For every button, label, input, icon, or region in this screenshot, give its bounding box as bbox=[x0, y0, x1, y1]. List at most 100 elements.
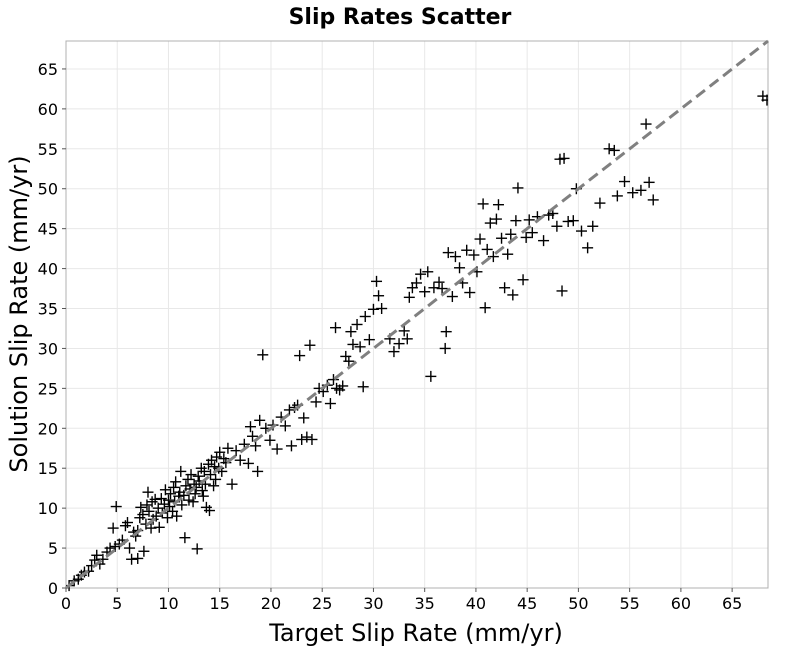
data-point bbox=[306, 433, 318, 445]
data-point bbox=[461, 244, 473, 256]
data-point bbox=[324, 398, 336, 410]
data-point bbox=[185, 469, 197, 481]
data-point bbox=[575, 225, 587, 237]
data-point bbox=[285, 440, 297, 452]
data-point bbox=[97, 553, 109, 565]
data-point bbox=[165, 488, 177, 500]
data-point bbox=[187, 496, 199, 508]
data-point bbox=[271, 443, 283, 455]
data-point bbox=[484, 217, 496, 229]
data-point bbox=[214, 446, 226, 458]
data-point bbox=[422, 266, 434, 278]
data-point bbox=[582, 242, 594, 254]
data-point bbox=[247, 430, 259, 442]
data-point bbox=[150, 510, 162, 522]
data-point bbox=[191, 543, 203, 555]
data-point bbox=[464, 287, 476, 299]
data-point bbox=[252, 465, 264, 477]
data-point bbox=[611, 190, 623, 202]
data-point bbox=[492, 199, 504, 211]
x-tick-label: 0 bbox=[61, 594, 71, 613]
data-point bbox=[410, 277, 422, 289]
x-tick-label: 15 bbox=[210, 594, 230, 613]
data-point bbox=[587, 220, 599, 232]
data-point bbox=[505, 228, 517, 240]
data-point bbox=[230, 445, 242, 457]
data-point bbox=[481, 243, 493, 255]
x-tick-label: 50 bbox=[568, 594, 588, 613]
data-point bbox=[298, 412, 310, 424]
data-point bbox=[168, 481, 180, 493]
data-point bbox=[162, 494, 174, 506]
chart-title: Slip Rates Scatter bbox=[289, 5, 512, 30]
data-point bbox=[401, 333, 413, 345]
data-point bbox=[264, 434, 276, 446]
data-point bbox=[155, 493, 167, 505]
data-point bbox=[643, 176, 655, 188]
data-point bbox=[345, 326, 357, 338]
data-point bbox=[558, 152, 570, 164]
data-point bbox=[517, 274, 529, 286]
data-point bbox=[538, 235, 550, 247]
data-point bbox=[351, 318, 363, 330]
data-point bbox=[627, 187, 639, 199]
data-point bbox=[190, 481, 202, 493]
data-point bbox=[474, 233, 486, 245]
y-tick-label: 10 bbox=[38, 499, 58, 518]
data-point bbox=[510, 215, 522, 227]
data-point bbox=[210, 473, 222, 485]
data-point bbox=[415, 268, 427, 280]
y-tick-label: 0 bbox=[48, 579, 58, 598]
data-point bbox=[454, 262, 466, 274]
data-point bbox=[446, 291, 458, 303]
data-point bbox=[393, 338, 405, 350]
x-tick-label: 5 bbox=[112, 594, 122, 613]
data-point bbox=[425, 370, 437, 382]
data-point bbox=[594, 197, 606, 209]
data-point bbox=[110, 501, 122, 513]
data-point bbox=[436, 283, 448, 295]
data-point bbox=[354, 341, 366, 353]
data-point bbox=[226, 478, 238, 490]
y-tick-label: 15 bbox=[38, 459, 58, 478]
data-point bbox=[124, 542, 136, 554]
data-point bbox=[176, 499, 188, 511]
data-point bbox=[189, 488, 201, 500]
data-point bbox=[257, 349, 269, 361]
data-point bbox=[398, 325, 410, 337]
data-point bbox=[294, 350, 306, 362]
data-point bbox=[647, 194, 659, 206]
data-point bbox=[562, 215, 574, 227]
x-tick-label: 30 bbox=[363, 594, 383, 613]
data-point bbox=[279, 420, 291, 432]
x-axis-label: Target Slip Rate (mm/yr) bbox=[268, 619, 563, 647]
data-point bbox=[137, 509, 149, 521]
data-point bbox=[347, 338, 359, 350]
data-point bbox=[502, 248, 514, 260]
data-point bbox=[234, 454, 246, 466]
x-axis-ticks: 0 5 10 15 20 25 30 35 40 45 50 55 60 65 bbox=[61, 588, 742, 613]
y-tick-label: 35 bbox=[38, 300, 58, 319]
data-point bbox=[208, 480, 220, 492]
x-tick-label: 65 bbox=[722, 594, 742, 613]
y-tick-label: 60 bbox=[38, 100, 58, 119]
data-point bbox=[403, 291, 415, 303]
data-point bbox=[357, 381, 369, 393]
data-point bbox=[171, 510, 183, 522]
data-point bbox=[198, 465, 210, 477]
data-point bbox=[330, 322, 342, 334]
y-tick-label: 40 bbox=[38, 260, 58, 279]
data-point bbox=[197, 490, 209, 502]
data-point bbox=[761, 94, 768, 106]
data-point bbox=[373, 290, 385, 302]
data-point bbox=[203, 505, 215, 517]
data-point bbox=[283, 404, 295, 416]
data-point bbox=[254, 414, 266, 426]
data-point bbox=[244, 421, 256, 433]
data-point bbox=[337, 380, 349, 392]
y-axis-label: Solution Slip Rate (mm/yr) bbox=[5, 155, 33, 472]
data-point bbox=[640, 118, 652, 130]
x-tick-label: 35 bbox=[415, 594, 435, 613]
data-point bbox=[499, 282, 511, 294]
